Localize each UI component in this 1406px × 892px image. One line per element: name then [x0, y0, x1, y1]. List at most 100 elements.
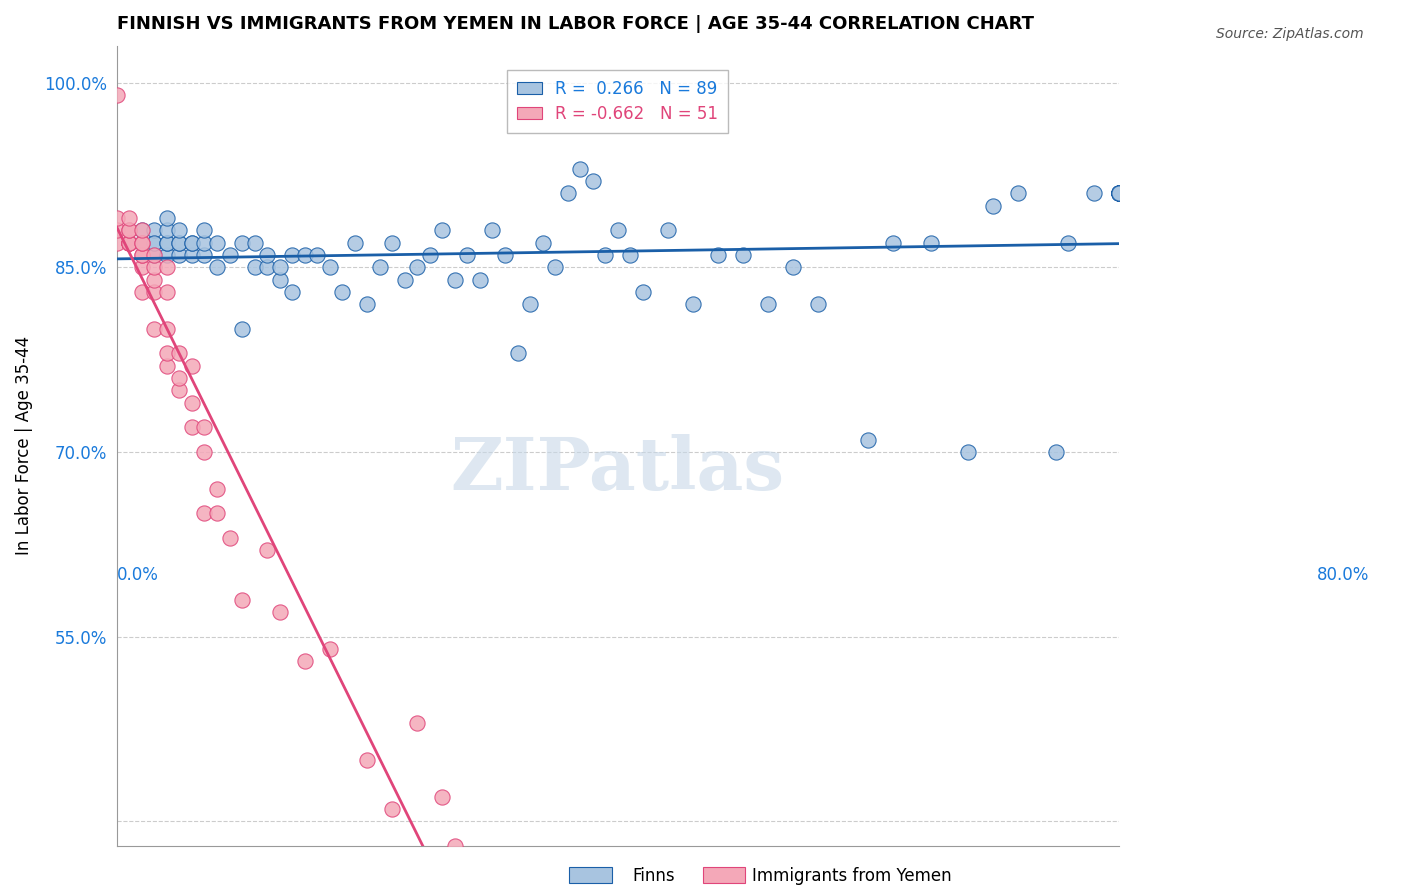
- Point: [143, 260, 166, 275]
- Point: [343, 235, 366, 250]
- Point: [1083, 186, 1105, 201]
- Point: [406, 715, 429, 730]
- Point: [181, 235, 204, 250]
- Point: [218, 248, 240, 262]
- Point: [181, 235, 204, 250]
- Point: [131, 223, 153, 237]
- Point: [256, 248, 278, 262]
- Point: [193, 235, 215, 250]
- Point: [356, 297, 378, 311]
- Point: [143, 285, 166, 299]
- Point: [318, 260, 340, 275]
- Point: [193, 223, 215, 237]
- Point: [631, 285, 654, 299]
- Point: [205, 235, 228, 250]
- Point: [281, 248, 304, 262]
- Point: [318, 641, 340, 656]
- Point: [181, 248, 204, 262]
- Point: [381, 235, 404, 250]
- Point: [169, 384, 191, 398]
- Point: [531, 235, 554, 250]
- Point: [169, 248, 191, 262]
- Point: [707, 248, 730, 262]
- Point: [118, 223, 141, 237]
- Point: [105, 211, 128, 225]
- Point: [118, 235, 141, 250]
- Point: [169, 346, 191, 360]
- Point: [143, 248, 166, 262]
- Point: [330, 285, 353, 299]
- Point: [143, 322, 166, 336]
- Point: [256, 260, 278, 275]
- Point: [444, 272, 467, 286]
- Point: [256, 543, 278, 558]
- Point: [582, 174, 605, 188]
- Point: [143, 235, 166, 250]
- Point: [156, 359, 179, 373]
- Point: [156, 223, 179, 237]
- Point: [368, 260, 391, 275]
- Point: [1108, 186, 1130, 201]
- Point: [1108, 186, 1130, 201]
- Point: [657, 223, 679, 237]
- Point: [231, 235, 253, 250]
- Point: [782, 260, 804, 275]
- Point: [131, 235, 153, 250]
- Point: [419, 248, 441, 262]
- Point: [1108, 186, 1130, 201]
- Point: [131, 223, 153, 237]
- Point: [156, 248, 179, 262]
- Point: [394, 272, 416, 286]
- Point: [156, 322, 179, 336]
- Point: [143, 235, 166, 250]
- Point: [143, 248, 166, 262]
- Point: [920, 235, 942, 250]
- Point: [143, 248, 166, 262]
- Point: [118, 235, 141, 250]
- Point: [118, 235, 141, 250]
- Point: [1108, 186, 1130, 201]
- Point: [731, 248, 754, 262]
- Point: [193, 445, 215, 459]
- Point: [218, 531, 240, 545]
- Point: [118, 223, 141, 237]
- Point: [294, 654, 316, 668]
- Text: 0.0%: 0.0%: [117, 566, 159, 583]
- Point: [281, 285, 304, 299]
- Point: [569, 161, 592, 176]
- Text: Immigrants from Yemen: Immigrants from Yemen: [752, 867, 952, 885]
- Point: [169, 223, 191, 237]
- Point: [181, 359, 204, 373]
- Point: [243, 235, 266, 250]
- Point: [269, 260, 291, 275]
- Point: [468, 272, 491, 286]
- Point: [557, 186, 579, 201]
- Point: [519, 297, 541, 311]
- Point: [1108, 186, 1130, 201]
- Point: [506, 346, 529, 360]
- Point: [1007, 186, 1029, 201]
- Point: [143, 272, 166, 286]
- Point: [807, 297, 830, 311]
- Point: [593, 248, 616, 262]
- Point: [118, 235, 141, 250]
- Point: [1108, 186, 1130, 201]
- Point: [193, 420, 215, 434]
- Point: [156, 235, 179, 250]
- Point: [131, 235, 153, 250]
- Point: [682, 297, 704, 311]
- Point: [131, 260, 153, 275]
- Point: [356, 753, 378, 767]
- Point: [882, 235, 904, 250]
- Point: [269, 272, 291, 286]
- Point: [269, 605, 291, 619]
- Point: [1108, 186, 1130, 201]
- Point: [156, 260, 179, 275]
- Point: [205, 260, 228, 275]
- Point: [156, 235, 179, 250]
- Point: [131, 248, 153, 262]
- Point: [1045, 445, 1067, 459]
- Text: Finns: Finns: [633, 867, 675, 885]
- Legend: R =  0.266   N = 89, R = -0.662   N = 51: R = 0.266 N = 89, R = -0.662 N = 51: [508, 70, 728, 133]
- Point: [118, 235, 141, 250]
